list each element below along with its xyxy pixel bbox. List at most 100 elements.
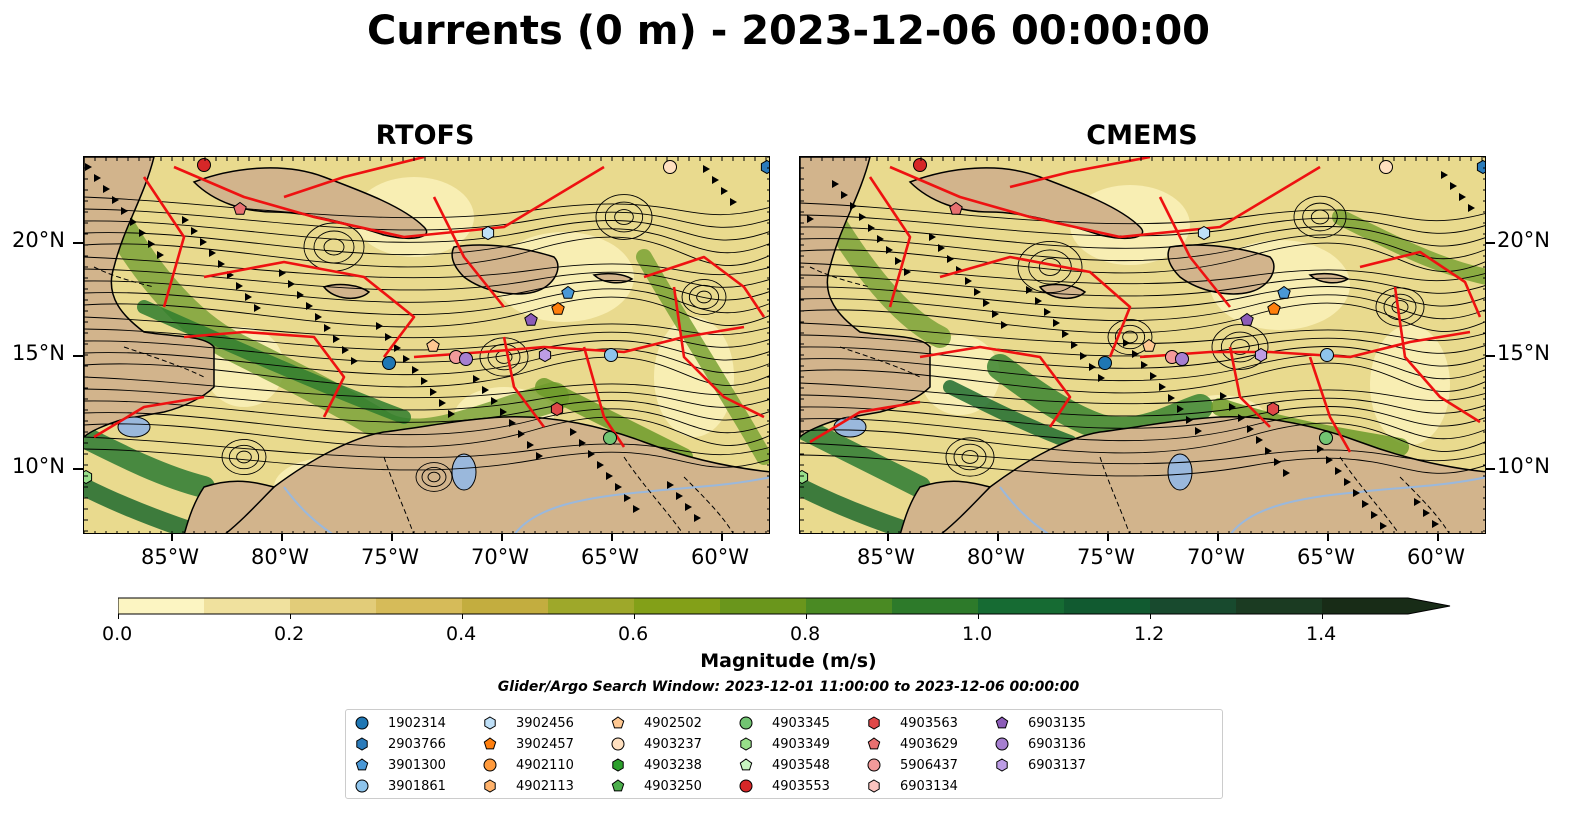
streamline [84, 388, 769, 411]
streamline-arrow [324, 324, 331, 332]
legend-marker-4903238 [612, 758, 624, 772]
float-marker-2903766 [1476, 159, 1485, 175]
float-marker-3902457 [1267, 301, 1281, 315]
land-mass [322, 283, 371, 299]
streamline-arrow [1195, 427, 1202, 435]
float-marker-3901861 [1320, 348, 1334, 362]
country-border [839, 346, 921, 378]
streamline-arrow [245, 293, 252, 301]
country-border [1339, 456, 1400, 533]
streamline [84, 280, 769, 303]
map-canvas [800, 157, 1485, 533]
streamline [800, 454, 1485, 477]
float-marker-4903345 [603, 431, 617, 445]
float-track [1228, 346, 1271, 428]
eddy-streamline [1211, 324, 1269, 370]
land-mass [941, 416, 1485, 533]
float-marker-3902457 [551, 301, 565, 315]
legend-marker-4903349 [740, 737, 752, 751]
streamline-arrow [112, 196, 119, 204]
legend-label: 4902110 [516, 757, 574, 773]
legend-marker-1902314 [355, 716, 369, 730]
streamline-arrow [482, 386, 489, 394]
streamline-arrow [992, 310, 999, 318]
legend-entry: 6903136 [994, 734, 1086, 754]
colorbar-extend-arrow [1408, 598, 1450, 614]
streamline [800, 322, 1485, 345]
legend-entry: 4903238 [610, 755, 702, 775]
streamline-arrow [1256, 436, 1263, 444]
streamline-arrow [579, 439, 586, 447]
streamline-arrow [1159, 383, 1166, 391]
streamline [84, 236, 769, 268]
streamline-arrow [191, 227, 198, 235]
legend-label: 4903238 [644, 757, 702, 773]
streamline-arrow [1177, 405, 1184, 413]
map-canvas [84, 157, 769, 533]
current-band [535, 378, 693, 466]
float-marker-4902502 [1142, 338, 1156, 352]
eddy-streamline [1302, 202, 1338, 232]
streamline [800, 354, 1485, 382]
lat-tick-label-right: 20°N [1497, 228, 1550, 252]
colorbar-tick-mark [1150, 614, 1151, 619]
legend: 1902314 2903766 3901300 3901861 3902456 39024… [345, 709, 1223, 799]
eddy-streamline [1028, 249, 1072, 285]
streamline [84, 340, 769, 363]
legend-marker-6903136 [995, 737, 1009, 751]
streamline-arrow [403, 355, 410, 363]
legend-marker-4903553 [739, 779, 753, 793]
streamline-arrow [473, 375, 480, 383]
country-border [809, 266, 871, 288]
legend-marker-5906437 [867, 758, 881, 772]
streamline-arrow [315, 313, 322, 321]
streamline-arrow [624, 494, 631, 502]
streamline-arrow [1326, 456, 1333, 464]
lon-tick-mark [1107, 533, 1109, 541]
streamline-arrow [703, 165, 710, 173]
lat-tick-label-right: 10°N [1497, 454, 1550, 478]
lat-tick-mark [1485, 242, 1495, 244]
legend-entry: 4903548 [738, 755, 830, 775]
colorbar-segment [290, 598, 377, 614]
streamline-arrow [1468, 204, 1475, 212]
streamline-arrow [394, 344, 401, 352]
streamline-arrow [1132, 350, 1139, 358]
streamline-arrow [868, 224, 875, 232]
lat-tick-mark [1485, 468, 1495, 470]
river [283, 486, 333, 533]
streamlines [800, 171, 1485, 530]
legend-label: 4903563 [900, 715, 958, 731]
streamline [84, 328, 769, 351]
streamline-arrow [588, 450, 595, 458]
lat-tick-label-right: 15°N [1497, 341, 1550, 365]
streamline-arrow [288, 280, 295, 288]
streamlines [84, 163, 769, 522]
streamline-arrow [306, 302, 313, 310]
streamline-arrow [1274, 458, 1281, 466]
streamline-arrow [1265, 447, 1272, 455]
streamline-arrow [676, 492, 683, 500]
lon-tick-label: 85°W [857, 545, 915, 569]
float-track [1158, 196, 1232, 308]
streamline [84, 356, 769, 388]
float-marker-6903135 [524, 312, 538, 326]
streamline-arrow [1371, 511, 1378, 519]
float-marker-4903629 [949, 201, 963, 215]
legend-entry: 2903766 [354, 734, 446, 754]
streamline-arrow [974, 288, 981, 296]
lon-tick-mark [997, 533, 999, 541]
country-border [683, 476, 734, 533]
colorbar-tick-label: 0.4 [446, 623, 477, 645]
streamline-arrow [121, 207, 128, 215]
streamline-arrow [85, 163, 92, 171]
legend-label: 3902457 [516, 736, 574, 752]
colorbar-segment [462, 598, 549, 614]
lon-tick-mark [611, 533, 613, 541]
legend-entry: 4903237 [610, 734, 702, 754]
streamline-arrow [527, 441, 534, 449]
streamline-arrow [236, 282, 243, 290]
streamline-arrow [1098, 374, 1105, 382]
map-panel-cmems [799, 156, 1486, 534]
legend-entry: 4902502 [610, 713, 702, 733]
